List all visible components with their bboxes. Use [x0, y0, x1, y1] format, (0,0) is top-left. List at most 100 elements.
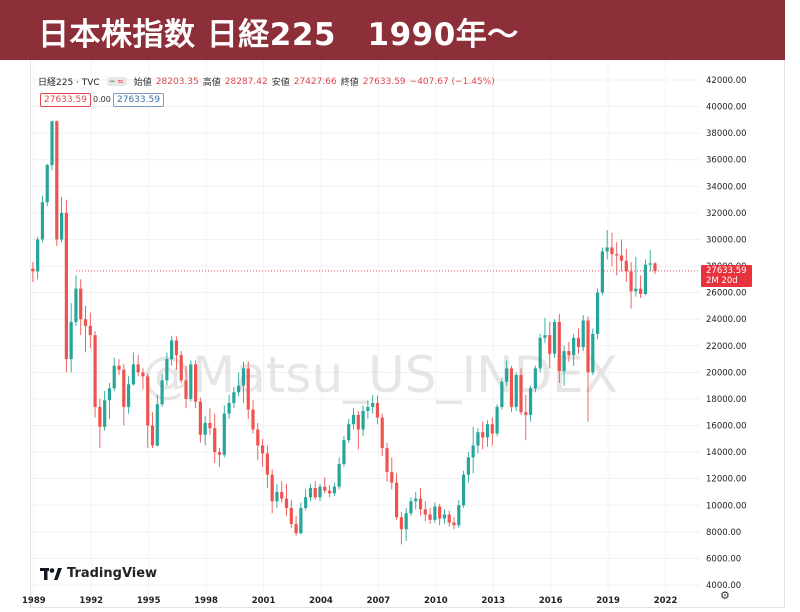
- candle: [552, 319, 557, 358]
- candle: [447, 510, 451, 527]
- candle-body: [351, 414, 356, 425]
- candle-body: [581, 320, 585, 348]
- candle-body: [552, 321, 557, 354]
- candle-body: [103, 400, 107, 427]
- indicator-toggle[interactable]: ━ ≈: [106, 77, 127, 86]
- candle: [591, 328, 595, 376]
- candle-body: [193, 364, 198, 402]
- candle-body: [428, 514, 432, 520]
- candle: [165, 352, 169, 386]
- candle-body: [93, 335, 97, 407]
- candle-body: [74, 288, 78, 322]
- candle: [275, 484, 279, 508]
- candle: [203, 416, 207, 446]
- tradingview-logo-icon: [40, 567, 62, 580]
- candle: [160, 373, 164, 407]
- candle: [107, 383, 112, 419]
- candle-body: [122, 369, 126, 407]
- candle: [509, 365, 514, 413]
- x-tick-label: 2007: [367, 596, 391, 606]
- candle-body: [610, 247, 614, 255]
- y-tick-label: 36000.00: [706, 156, 747, 166]
- candle-body: [64, 212, 68, 360]
- candle-body: [423, 509, 427, 515]
- y-tick-label: 16000.00: [706, 422, 747, 432]
- candle-body: [141, 372, 145, 377]
- candle-body: [170, 340, 174, 360]
- candle: [155, 394, 159, 447]
- candle-body: [385, 448, 389, 473]
- x-tick-label: 2010: [424, 596, 448, 606]
- candle-body: [481, 432, 485, 438]
- candle-body: [222, 413, 226, 455]
- candle-body: [165, 359, 169, 381]
- candle-body: [241, 368, 246, 386]
- price-box-sell[interactable]: 27633.59: [40, 93, 91, 107]
- candle-body: [509, 368, 514, 407]
- candle-body: [50, 121, 54, 166]
- y-tick-label: 24000.00: [706, 315, 747, 325]
- candle: [69, 303, 73, 373]
- candle-body: [289, 507, 293, 524]
- candle-body: [438, 506, 442, 519]
- candle: [366, 400, 370, 419]
- candle: [505, 360, 509, 386]
- candle-body: [452, 522, 456, 526]
- candle: [519, 368, 523, 415]
- high-value: 28287.42: [224, 76, 268, 87]
- y-tick-label: 20000.00: [706, 368, 747, 378]
- candle: [327, 485, 332, 498]
- candle: [461, 470, 466, 508]
- candle: [131, 352, 135, 386]
- candle-body: [55, 121, 59, 240]
- candle: [270, 469, 274, 514]
- candle-body: [174, 340, 179, 356]
- candle: [299, 502, 303, 535]
- candle-body: [548, 335, 552, 354]
- candle: [136, 355, 140, 377]
- candle: [189, 360, 193, 402]
- candle-body: [576, 337, 581, 348]
- candle: [390, 457, 394, 490]
- candle: [174, 336, 179, 370]
- candle-body: [313, 487, 317, 498]
- settings-gear-icon[interactable]: ⚙: [720, 589, 730, 602]
- candle-body: [639, 288, 643, 294]
- symbol-label[interactable]: 日経225 · TVC: [38, 78, 100, 88]
- candle: [308, 484, 313, 502]
- candle-body: [457, 505, 461, 526]
- candle: [500, 377, 504, 410]
- candle-body: [299, 507, 303, 534]
- candle-body: [208, 422, 212, 429]
- candle: [404, 507, 408, 542]
- candle: [433, 502, 437, 523]
- tradingview-logo[interactable]: TradingView: [40, 566, 157, 581]
- candle-body: [528, 388, 533, 415]
- candle: [476, 428, 480, 454]
- candle: [40, 195, 45, 243]
- candle: [409, 497, 413, 516]
- candle-body: [217, 452, 222, 455]
- candle: [528, 385, 533, 422]
- candle: [150, 412, 155, 449]
- y-tick-label: 4000.00: [706, 581, 741, 591]
- candle: [524, 394, 528, 441]
- candle: [179, 351, 183, 383]
- price-box-buy[interactable]: 27633.59: [113, 93, 164, 107]
- candle-body: [136, 364, 140, 373]
- candle-body: [619, 255, 624, 261]
- candle-body: [629, 271, 633, 292]
- candle: [538, 333, 542, 373]
- candle-body: [543, 335, 547, 338]
- low-label: 安値: [271, 78, 290, 88]
- candle-body: [404, 513, 408, 530]
- candle-body: [538, 337, 542, 369]
- candle: [103, 390, 107, 431]
- candle-body: [256, 429, 260, 446]
- candle: [639, 275, 643, 298]
- candle-body: [466, 457, 470, 475]
- candle-body: [304, 497, 308, 508]
- candle: [59, 196, 64, 243]
- candle: [213, 413, 217, 463]
